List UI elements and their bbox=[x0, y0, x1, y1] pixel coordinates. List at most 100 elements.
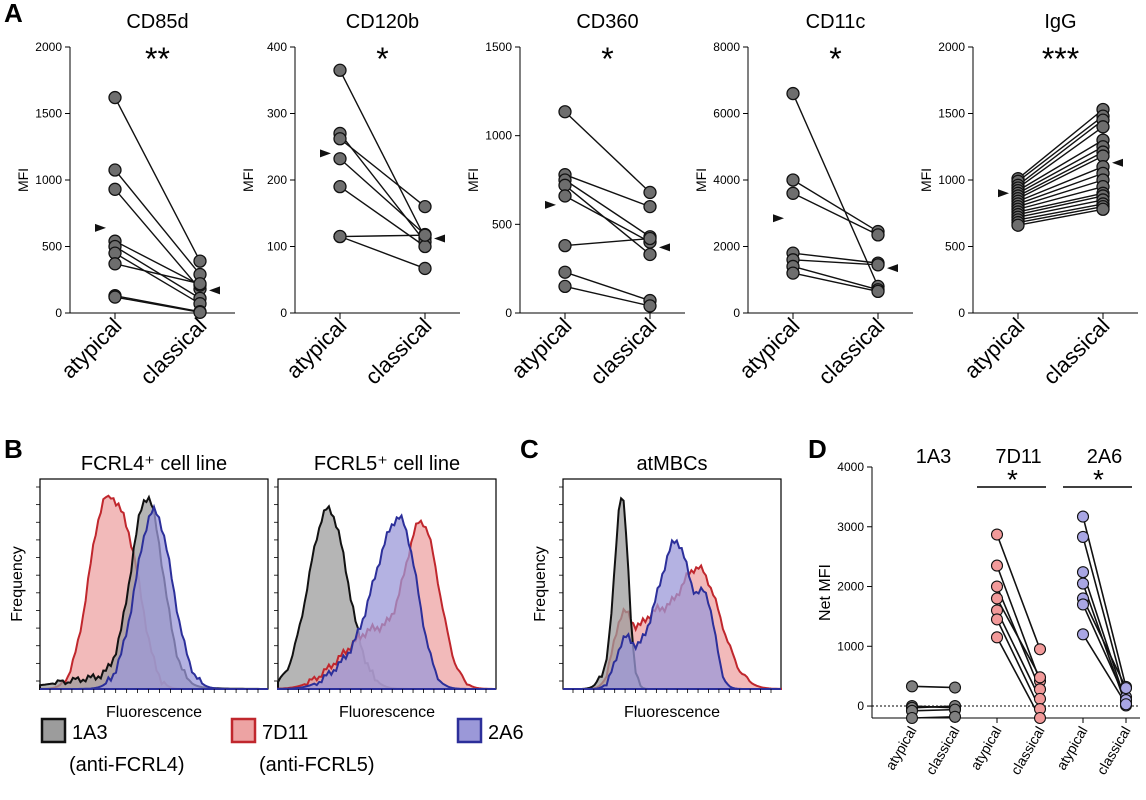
median-marker-atypical bbox=[320, 149, 331, 158]
significance-stars: * bbox=[601, 41, 613, 77]
pair-line bbox=[1082, 604, 1127, 701]
point-atypical bbox=[333, 152, 347, 166]
y-tick-label: 4000 bbox=[713, 173, 740, 187]
pair-line bbox=[996, 619, 1041, 710]
pair-line bbox=[114, 296, 201, 314]
legend-swatch bbox=[456, 717, 483, 744]
point-atypical bbox=[990, 559, 1004, 572]
legend-swatch bbox=[230, 717, 257, 744]
pair-line bbox=[792, 259, 879, 266]
point-atypical bbox=[333, 63, 347, 77]
y-tick-label: 2000 bbox=[713, 240, 740, 254]
point-atypical bbox=[990, 580, 1004, 593]
y-tick-label: 8000 bbox=[713, 40, 740, 54]
y-tick-label: 2000 bbox=[837, 580, 864, 594]
x-category-label: atypical bbox=[56, 313, 126, 383]
y-tick-label: 200 bbox=[267, 173, 287, 187]
pair-line bbox=[564, 271, 651, 302]
panel-b-c-histograms: FCRL4⁺ cell lineFluorescenceFrequencyFCR… bbox=[9, 453, 782, 721]
y-tick-label: 1000 bbox=[938, 173, 965, 187]
point-classical bbox=[1033, 692, 1047, 705]
point-atypical bbox=[1076, 598, 1090, 611]
point-atypical bbox=[786, 86, 800, 101]
histogram-fcrl5: FCRL5⁺ cell line Fluorescence bbox=[274, 453, 497, 721]
pair-line bbox=[1017, 199, 1104, 218]
point-atypical bbox=[990, 613, 1004, 626]
point-classical bbox=[643, 231, 657, 246]
point-atypical bbox=[108, 163, 122, 177]
y-tick-label: 1500 bbox=[938, 107, 965, 121]
pair-line bbox=[1017, 205, 1104, 224]
chart-cd11c: CD11c * 0 2000 4000 6000 8000 MFI atypical classi… bbox=[693, 11, 913, 389]
pair-line bbox=[792, 192, 879, 236]
y-tick-label: 1500 bbox=[35, 107, 62, 121]
group-title: 2A6 bbox=[1087, 446, 1123, 468]
chart-title: IgG bbox=[1044, 11, 1076, 33]
pair-line bbox=[1082, 598, 1127, 689]
y-axis-label: Net MFI bbox=[817, 564, 834, 621]
x-category-label: classical bbox=[585, 313, 661, 389]
median-marker-classical bbox=[659, 243, 670, 252]
median-marker-atypical bbox=[545, 200, 556, 209]
legend-item-2a6: 2A6 bbox=[456, 717, 524, 744]
median-marker-classical bbox=[209, 286, 220, 295]
median-marker-classical bbox=[434, 234, 445, 243]
pair-line bbox=[996, 565, 1041, 682]
point-classical bbox=[643, 199, 657, 214]
y-axis-label: MFI bbox=[693, 168, 709, 192]
significance-stars: * bbox=[829, 41, 841, 77]
pair-line bbox=[564, 237, 651, 247]
chart-igg: IgG *** 0 500 1000 1500 2000 MFI atypical classic… bbox=[918, 11, 1138, 389]
legend-item-1a3: 1A3 (anti-FCRL4) bbox=[40, 717, 185, 776]
pair-line bbox=[114, 240, 201, 286]
pair-line bbox=[1017, 119, 1104, 186]
pair-line bbox=[114, 188, 201, 290]
pair-line bbox=[1017, 155, 1104, 200]
pair-line bbox=[1082, 536, 1127, 698]
pair-line bbox=[114, 252, 201, 305]
point-atypical bbox=[108, 290, 122, 304]
x-category-label: classical bbox=[813, 313, 889, 389]
y-tick-label: 0 bbox=[958, 306, 965, 320]
point-atypical bbox=[558, 105, 572, 119]
point-atypical bbox=[786, 266, 800, 280]
pair-line bbox=[1017, 192, 1104, 213]
pair-line bbox=[1017, 185, 1104, 210]
point-classical bbox=[418, 199, 432, 214]
group-7d11: 7D11* atypical classical bbox=[967, 446, 1048, 777]
point-atypical bbox=[1076, 530, 1090, 543]
pair-line bbox=[1017, 179, 1104, 208]
pair-line bbox=[1082, 571, 1127, 703]
y-tick-label: 0 bbox=[733, 306, 740, 320]
pair-line bbox=[1017, 203, 1104, 221]
y-tick-label: 2000 bbox=[938, 40, 965, 54]
group-1a3: 1A3 atypical classical bbox=[882, 446, 963, 777]
y-axis-label: Frequency bbox=[532, 546, 549, 622]
pair-line bbox=[1017, 166, 1104, 202]
legend-swatch bbox=[40, 717, 67, 744]
group-title: 7D11 bbox=[995, 446, 1041, 468]
legend-subtitle: (anti-FCRL4) bbox=[69, 754, 185, 776]
point-atypical bbox=[558, 238, 572, 253]
histogram-series-2a6 bbox=[563, 538, 781, 690]
y-axis-label: Frequency bbox=[9, 546, 26, 622]
point-classical bbox=[948, 710, 962, 723]
legend-subtitle: (anti-FCRL5) bbox=[259, 754, 375, 776]
y-tick-label: 4000 bbox=[837, 460, 864, 474]
point-atypical bbox=[786, 173, 800, 187]
pair-line bbox=[339, 158, 426, 236]
pair-line bbox=[114, 245, 201, 299]
y-tick-label: 0 bbox=[55, 306, 62, 320]
pair-line bbox=[339, 186, 426, 248]
pair-line bbox=[114, 97, 201, 262]
chart-cd360: CD360 * 0 500 1000 1500 MFI atypical classical bbox=[465, 11, 685, 389]
x-category-label: atypical bbox=[506, 313, 576, 383]
point-atypical bbox=[558, 279, 572, 294]
point-atypical bbox=[558, 265, 572, 279]
pair-line bbox=[1017, 126, 1104, 189]
point-atypical bbox=[108, 182, 122, 196]
y-tick-label: 0 bbox=[857, 699, 864, 713]
point-classical bbox=[418, 228, 432, 242]
chart-title: atMBCs bbox=[636, 453, 707, 475]
point-atypical bbox=[786, 186, 800, 200]
